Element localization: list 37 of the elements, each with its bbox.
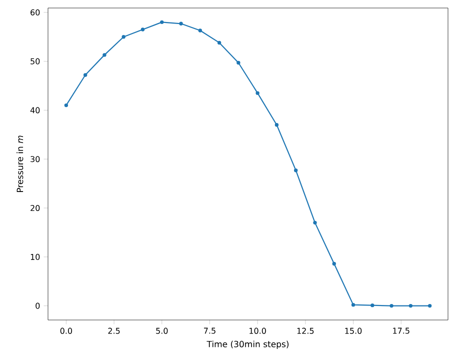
x-tick-label: 15.0 <box>345 328 362 334</box>
y-tick-label: 10 <box>30 254 40 260</box>
point <box>332 262 336 266</box>
point <box>179 22 183 26</box>
point <box>217 40 222 45</box>
point <box>351 302 356 307</box>
point <box>408 304 413 308</box>
x-tick-label: 0.0 <box>60 328 72 334</box>
point <box>274 123 279 127</box>
y-tick-label: 60 <box>30 9 40 16</box>
x-tick-label: 12.5 <box>297 328 314 334</box>
x-tick-label: 10.0 <box>250 328 266 334</box>
y-tick-label: 0 <box>36 302 40 309</box>
point <box>294 168 298 172</box>
y-tick-label: 20 <box>30 204 40 212</box>
point <box>160 20 164 24</box>
point <box>122 35 126 39</box>
x-tick-label: 2.5 <box>108 328 120 334</box>
x-tick-label: 7.5 <box>204 328 216 334</box>
point <box>370 303 374 308</box>
point <box>236 60 240 65</box>
x-tick-label: 17.5 <box>393 328 410 334</box>
y-tick-label: 50 <box>30 58 40 64</box>
point <box>390 304 394 308</box>
y-tick-label: 40 <box>30 107 40 114</box>
point <box>198 28 202 32</box>
point <box>102 53 106 57</box>
point <box>256 91 260 95</box>
y-axis-title: Pressure in m <box>16 136 24 192</box>
point <box>140 28 145 32</box>
y-tick-label: 30 <box>30 156 40 162</box>
point <box>64 103 68 108</box>
point <box>428 304 432 308</box>
point <box>83 73 88 77</box>
point <box>313 220 317 225</box>
x-tick-label: 5.0 <box>156 328 168 334</box>
x-axis-title: Time (30min steps) <box>206 340 289 349</box>
